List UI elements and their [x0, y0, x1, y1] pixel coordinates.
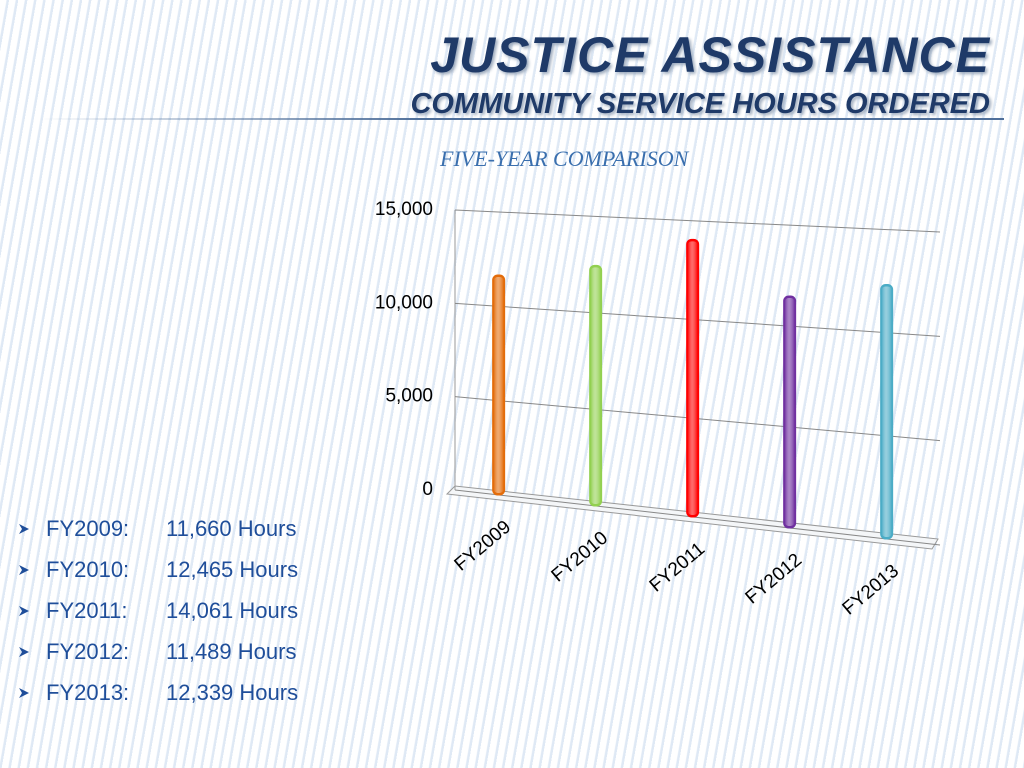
bar-highlight	[881, 286, 892, 537]
plot-floor	[445, 485, 939, 550]
value-label: 12,465 Hours	[166, 556, 299, 582]
slide-title: JUSTICE ASSISTANCE	[430, 27, 990, 83]
x-tick-label: FY2012	[742, 550, 806, 609]
bullet-item: FY2010: 12,465 Hours	[18, 549, 298, 590]
bullet-item: FY2011: 14,061 Hours	[18, 590, 298, 631]
bullet-item: FY2013: 12,339 Hours	[18, 672, 298, 713]
value-label: 14,061 Hours	[166, 597, 299, 623]
y-tick-label: 5,000	[385, 386, 433, 407]
grid-line	[454, 209, 941, 233]
x-tick-label: FY2010	[548, 528, 612, 587]
bar-highlight	[687, 241, 698, 515]
bullet-icon	[19, 523, 29, 534]
bullet-label: FY2011:	[46, 597, 128, 623]
value-label: 11,489 Hours	[166, 638, 297, 664]
bullet-label: FY2010:	[46, 556, 130, 582]
arrow	[19, 646, 29, 657]
divider	[40, 118, 1004, 120]
chart-title: FIVE-YEAR COMPARISON	[440, 146, 689, 171]
bullet-item: FY2012: 11,489 Hours	[18, 631, 298, 672]
bullet-label: FY2013:	[46, 679, 130, 705]
slide-subtitle: COMMUNITY SERVICE HOURS ORDERED	[410, 88, 990, 120]
arrow	[19, 687, 29, 698]
value-label: 11,660 Hours	[166, 515, 297, 541]
bullet-label: FY2012:	[46, 638, 130, 664]
y-tick-label: 0	[422, 479, 433, 500]
bullet-list: FY2009: 11,660 Hours FY2010: 12,465 Hours FY…	[18, 508, 298, 713]
x-tick-label: FY2013	[839, 561, 903, 620]
x-tick-label: FY2011	[646, 539, 709, 597]
bar-highlight	[590, 267, 601, 504]
grid-line	[454, 489, 941, 546]
bar-highlight	[784, 298, 795, 526]
value-label: 12,339 Hours	[166, 679, 299, 705]
arrow	[19, 523, 29, 534]
bullet-label: FY2009:	[46, 515, 130, 541]
x-tick-label: FY2009	[451, 517, 515, 576]
bullet-icon	[19, 605, 29, 616]
y-tick-label: 10,000	[375, 292, 433, 313]
arrow	[19, 605, 29, 616]
bar-highlight	[493, 276, 504, 493]
bullet-icon	[19, 687, 29, 698]
bullet-item: FY2009: 11,660 Hours	[18, 508, 298, 549]
y-tick-label: 15,000	[375, 199, 433, 220]
bullet-icon	[19, 646, 29, 657]
bullet-icon	[19, 564, 29, 575]
arrow	[19, 564, 29, 575]
